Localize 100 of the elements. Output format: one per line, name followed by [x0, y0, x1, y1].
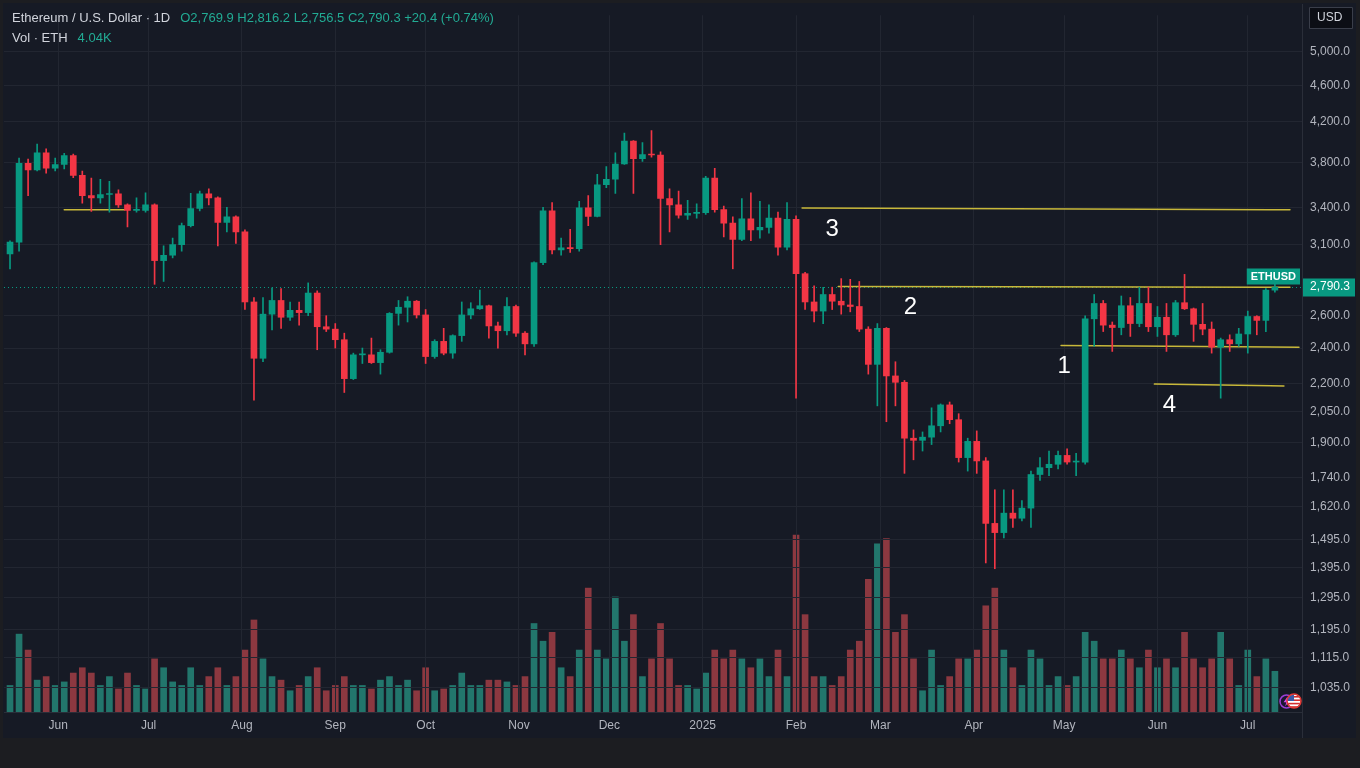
bar	[106, 676, 113, 712]
bar	[368, 688, 375, 712]
candlestick	[1009, 489, 1017, 528]
bar	[566, 676, 574, 712]
x-tick-label: Jun	[1147, 717, 1168, 732]
bar	[837, 676, 845, 712]
bar	[946, 676, 953, 712]
bar	[575, 649, 583, 712]
bar	[124, 672, 131, 712]
bar	[1190, 658, 1197, 712]
bar	[883, 538, 890, 712]
candlestick	[991, 489, 999, 570]
bar	[467, 685, 475, 712]
y-tick-label: 1,195.0	[1310, 622, 1351, 637]
bar	[892, 632, 899, 712]
y-tick-label: 1,495.0	[1310, 531, 1351, 546]
bar	[1181, 632, 1188, 712]
y-tick-label: 3,800.0	[1310, 154, 1351, 169]
y-tick-label: 2,200.0	[1310, 375, 1351, 390]
chart-subtitle: O2,769.9 H2,816.2 L2,756.5 C2,790.3 +20.4 (+0.74%)	[180, 9, 494, 25]
annotation: 3	[825, 213, 839, 241]
bar	[584, 587, 592, 712]
x-tick-label: Apr	[964, 717, 984, 732]
bar	[1235, 685, 1243, 712]
bar	[1172, 667, 1179, 712]
bar	[846, 649, 854, 712]
bar	[69, 672, 77, 712]
candlestick	[322, 315, 330, 332]
bar	[395, 685, 402, 712]
y-tick-label: 1,295.0	[1310, 589, 1351, 604]
annotation: 1	[1057, 351, 1071, 379]
x-tick-label: 2025	[689, 717, 717, 732]
bar	[1108, 658, 1116, 712]
bar	[630, 614, 637, 712]
y-tick-label: 5,000.0	[1310, 43, 1351, 58]
bar	[955, 658, 963, 712]
bar	[964, 658, 972, 712]
y-axis-title: USD	[1317, 10, 1343, 25]
bar	[304, 676, 312, 712]
bar	[1117, 649, 1125, 712]
bar	[1208, 658, 1215, 712]
annotation: 4	[1162, 389, 1177, 417]
bar	[639, 676, 646, 712]
x-tick-label: May	[1052, 717, 1076, 732]
candlestick	[846, 279, 854, 313]
bar	[675, 685, 682, 712]
y-tick-label: 2,600.0	[1310, 308, 1351, 323]
candlestick	[1253, 315, 1261, 336]
bar	[178, 685, 186, 712]
ref-line-label: ETHUSD	[1250, 269, 1297, 282]
bar	[60, 681, 68, 712]
y-tick-label: 1,035.0	[1310, 680, 1351, 695]
bar	[855, 640, 863, 712]
candlestick	[1226, 334, 1234, 352]
bar	[1136, 667, 1143, 712]
candlestick	[205, 188, 213, 206]
bar	[1199, 667, 1206, 712]
bar	[982, 605, 990, 712]
bar	[458, 672, 466, 712]
bar	[440, 688, 448, 712]
candlestick	[295, 301, 303, 326]
bar	[133, 685, 140, 712]
bar	[169, 681, 176, 712]
x-tick-label: Feb	[785, 717, 807, 732]
y-tick-label: 2,400.0	[1310, 340, 1351, 355]
bar	[612, 596, 619, 712]
bar	[313, 667, 321, 712]
bar	[720, 658, 728, 712]
y-tick-label: 4,600.0	[1310, 77, 1351, 92]
bar	[657, 623, 664, 712]
candlestick	[747, 192, 755, 242]
candlestick	[837, 278, 845, 315]
bar	[991, 587, 999, 712]
x-tick-label: Nov	[508, 717, 530, 732]
bar	[1145, 649, 1152, 712]
x-tick-label: Jul	[1240, 717, 1256, 732]
bar	[196, 685, 204, 712]
x-tick-label: Jul	[140, 717, 157, 732]
y-tick-label: 1,900.0	[1310, 434, 1351, 449]
bar	[901, 614, 908, 712]
y-tick-label: 1,740.0	[1310, 470, 1351, 485]
bar	[621, 640, 628, 712]
bar	[286, 690, 294, 712]
y-tick-label: 4,200.0	[1310, 114, 1351, 129]
annotation: 2	[903, 292, 918, 320]
bar	[1090, 640, 1098, 712]
candlestick	[1217, 337, 1225, 399]
x-tick-label: Dec	[598, 717, 620, 732]
candlestick	[476, 289, 484, 310]
bar	[937, 685, 944, 712]
bar	[1127, 658, 1134, 712]
y-tick-label: 1,395.0	[1310, 559, 1351, 574]
bar	[97, 685, 104, 712]
bar	[386, 676, 393, 712]
x-tick-label: Mar	[870, 717, 891, 732]
y-tick-label: 3,400.0	[1310, 199, 1351, 214]
x-tick-label: Sep	[324, 717, 347, 732]
bar	[205, 676, 213, 712]
bar	[151, 658, 158, 712]
bar	[1253, 676, 1261, 712]
